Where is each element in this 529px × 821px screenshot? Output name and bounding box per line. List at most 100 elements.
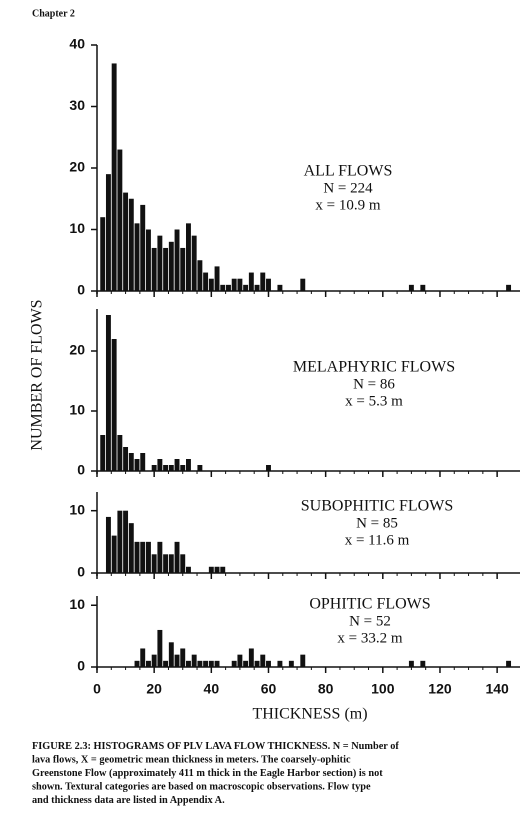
bar [111, 535, 117, 573]
bar [145, 660, 151, 667]
bar [226, 284, 231, 291]
y-tick-label: 10 [69, 596, 85, 612]
bar [168, 642, 174, 667]
bar [163, 660, 169, 667]
y-tick-label: 0 [77, 658, 85, 674]
bar [203, 272, 209, 291]
bar [123, 510, 129, 573]
bar [145, 541, 151, 573]
bar [128, 198, 134, 291]
bar [128, 453, 134, 471]
y-tick-label: 10 [69, 220, 85, 236]
bar [117, 510, 123, 573]
bar [140, 204, 146, 291]
bar [157, 541, 163, 573]
x-tick-label: 40 [204, 681, 220, 697]
annotation: N = 224 [323, 180, 373, 196]
bar [214, 266, 220, 291]
bar [231, 278, 237, 291]
x-tick-label: 0 [93, 681, 101, 697]
annotation: x = 5.3 m [345, 393, 403, 409]
bar [186, 459, 191, 471]
bar [100, 435, 106, 471]
y-tick-label: 0 [77, 462, 85, 478]
bar [180, 554, 186, 573]
bar [140, 648, 146, 667]
bar [288, 660, 294, 667]
header: Chapter 2 [32, 8, 75, 19]
bar [191, 654, 197, 667]
caption: FIGURE 2.3: HISTOGRAMS OF PLV LAVA FLOW … [32, 741, 399, 806]
bar [123, 447, 129, 471]
bar [157, 459, 163, 471]
bar [163, 465, 169, 471]
bar [208, 566, 214, 573]
bar [134, 541, 140, 573]
bar [506, 284, 512, 291]
bar [254, 660, 260, 667]
bar [243, 660, 249, 667]
bar [203, 660, 209, 667]
annotation: SUBOPHITIC FLOWS [301, 498, 453, 515]
bar [300, 654, 306, 667]
annotation: N = 86 [353, 376, 395, 392]
bar [243, 284, 249, 291]
y-tick-label: 0 [77, 564, 85, 580]
bar [174, 229, 180, 291]
bar [151, 465, 157, 471]
bar [163, 247, 169, 291]
bar [266, 278, 271, 291]
bar [117, 149, 123, 291]
bar [111, 63, 117, 292]
bar [168, 241, 174, 291]
x-tick-label: 60 [261, 681, 277, 697]
caption-line: and thickness data are listed in Appendi… [32, 795, 225, 806]
y-tick-label: 30 [69, 97, 85, 113]
bar [151, 247, 157, 291]
bar [174, 654, 180, 667]
caption-line: Greenstone Flow (approximately 411 m thi… [32, 768, 383, 779]
caption-line: FIGURE 2.3: HISTOGRAMS OF PLV LAVA FLOW … [32, 741, 399, 752]
y-tick-label: 40 [69, 36, 85, 52]
caption-line: shown. Textural categories are based on … [32, 782, 371, 793]
bar [174, 459, 180, 471]
bar [168, 554, 174, 573]
annotation: MELAPHYRIC FLOWS [293, 359, 455, 376]
bar [420, 284, 426, 291]
bar [506, 660, 512, 667]
bar [180, 648, 186, 667]
bar [111, 339, 117, 471]
bar [300, 278, 306, 291]
bar [214, 566, 220, 573]
y-axis-label: NUMBER OF FLOWS [29, 299, 46, 450]
bar [128, 523, 134, 573]
bar [408, 284, 414, 291]
bar [248, 272, 254, 291]
bar [277, 660, 283, 667]
x-tick-label: 20 [146, 681, 162, 697]
bar [254, 284, 260, 291]
bar [105, 516, 111, 573]
x-tick-label: 120 [428, 681, 452, 697]
bar [145, 229, 151, 291]
y-tick-label: 10 [69, 402, 85, 418]
bar [208, 660, 214, 667]
bar [408, 660, 414, 667]
bar [248, 648, 254, 667]
bar [197, 465, 203, 471]
bar [420, 660, 426, 667]
bar [105, 174, 111, 291]
bar [197, 260, 203, 291]
annotation: x = 33.2 m [337, 630, 402, 646]
bar [105, 315, 111, 471]
annotation: N = 52 [349, 613, 391, 629]
x-axis-label: THICKNESS (m) [252, 706, 367, 723]
x-tick-label: 80 [318, 681, 334, 697]
bar [231, 660, 237, 667]
bar [117, 435, 123, 471]
bar [220, 284, 226, 291]
bar [191, 235, 197, 291]
bar [237, 278, 243, 291]
annotation: x = 11.6 m [345, 532, 410, 548]
y-tick-label: 0 [77, 282, 85, 298]
